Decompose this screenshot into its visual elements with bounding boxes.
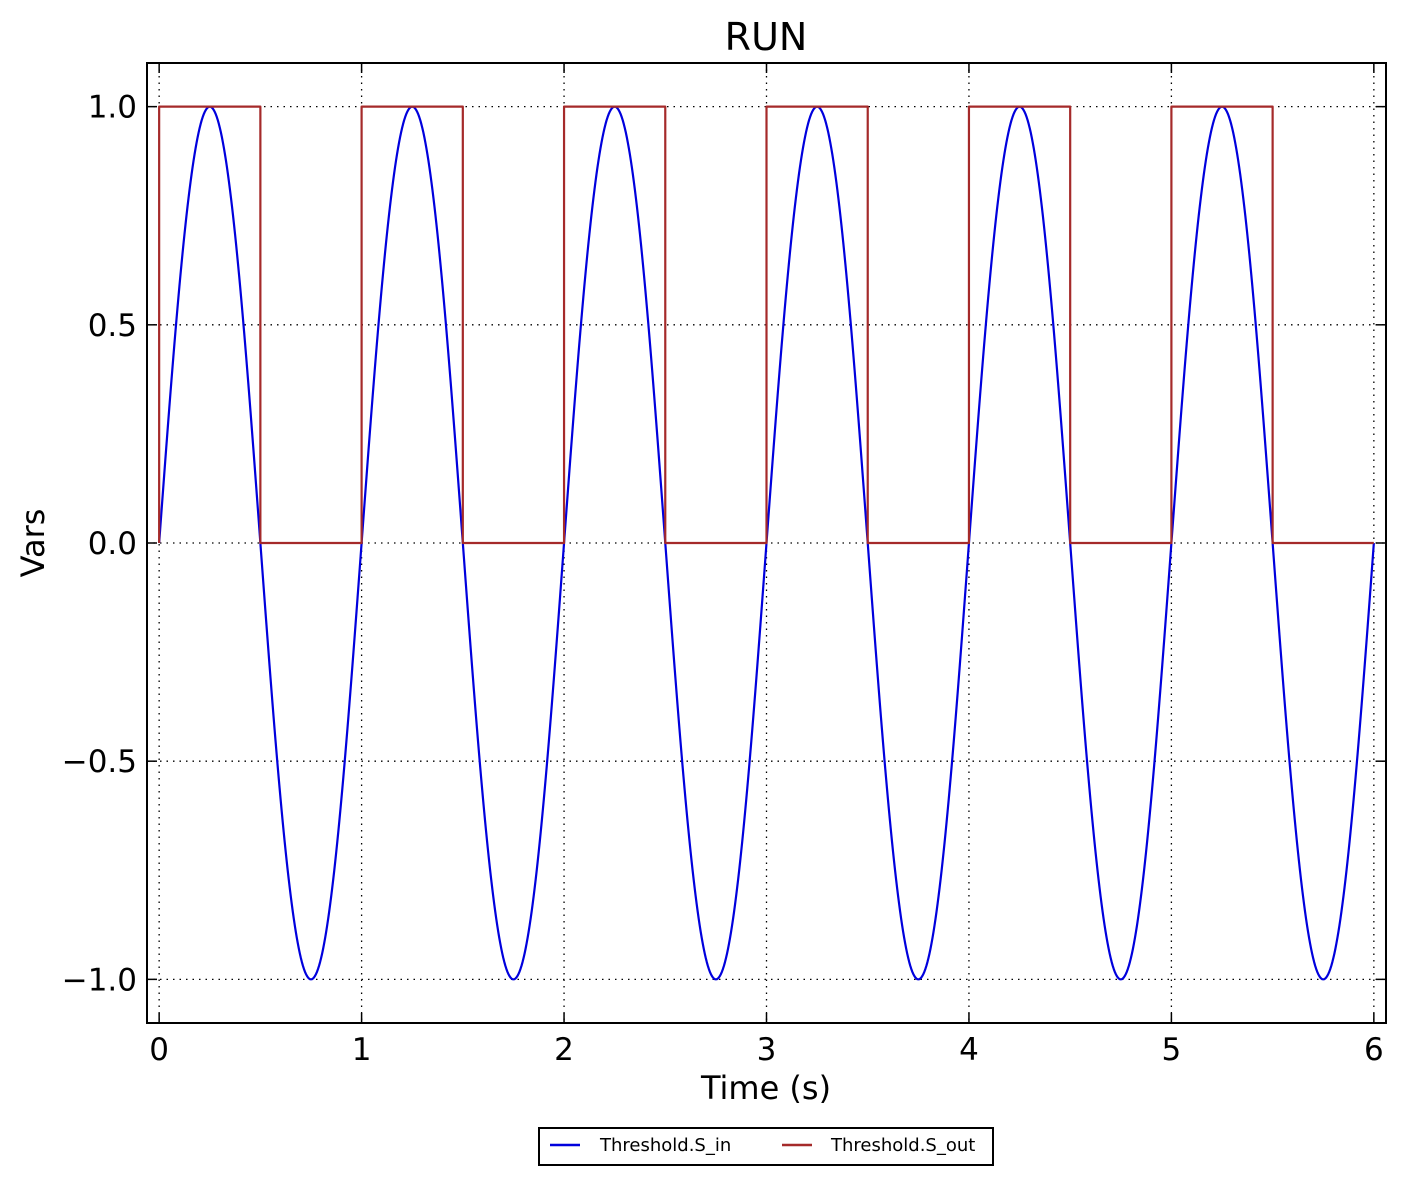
legend: Threshold.S_in Threshold.S_out xyxy=(538,1127,994,1166)
series-layer xyxy=(158,105,1375,981)
y-tick-label-1: −0.5 xyxy=(62,744,137,780)
y-tick-label-0: −1.0 xyxy=(62,962,137,998)
y-tick-label-3: 0.5 xyxy=(88,308,137,344)
x-axis-label: Time (s) xyxy=(700,1069,831,1107)
x-tick-label-1: 1 xyxy=(352,1032,372,1068)
ticks: 0 1 2 3 4 5 6 −1.0 −0.5 0.0 0.5 1.0 xyxy=(62,63,1386,1068)
y-axis-label: Vars xyxy=(14,509,52,578)
legend-label-s-in: Threshold.S_in xyxy=(599,1135,731,1156)
x-tick-label-5: 5 xyxy=(1162,1032,1182,1068)
x-tick-label-3: 3 xyxy=(757,1032,777,1068)
x-tick-label-0: 0 xyxy=(149,1032,169,1068)
x-tick-label-4: 4 xyxy=(959,1032,979,1068)
legend-label-s-out: Threshold.S_out xyxy=(830,1135,975,1156)
y-tick-label-2: 0.0 xyxy=(88,526,137,562)
x-tick-label-6: 6 xyxy=(1364,1032,1384,1068)
x-tick-label-2: 2 xyxy=(554,1032,574,1068)
legend-box xyxy=(538,1127,994,1166)
grid xyxy=(147,63,1386,1023)
chart-title: RUN xyxy=(725,15,808,59)
y-tick-label-4: 1.0 xyxy=(88,90,137,126)
series-line-s-out xyxy=(158,105,1374,545)
